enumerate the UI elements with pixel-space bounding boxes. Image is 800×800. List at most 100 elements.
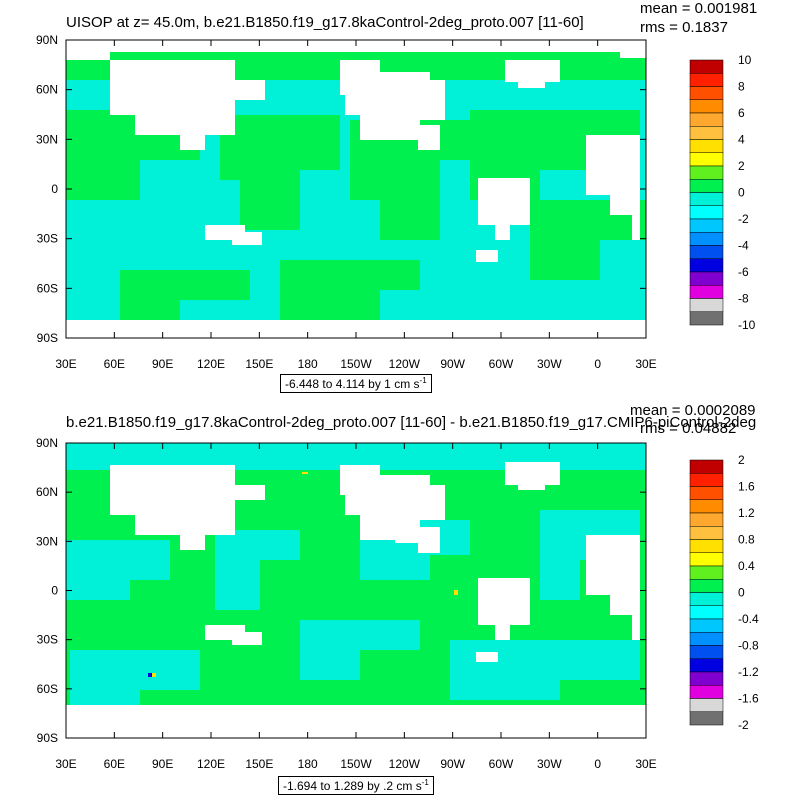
colorbar-label: -2 [738, 718, 749, 732]
colorbar-label: -1.6 [738, 692, 759, 706]
colorbar-label: 1.6 [738, 480, 755, 494]
region-green [530, 200, 646, 280]
colorbar-swatch [689, 552, 724, 567]
map-field [66, 443, 646, 738]
lon-label: 30W [537, 357, 562, 371]
map-axes: 90N 60N 30N 0 30S 60S 90S 30E 60E 90E 120E 150E 180 1… [36, 33, 657, 371]
colorbar-swatch [689, 698, 724, 712]
lon-label: 180 [298, 357, 318, 371]
lon-label: 0 [594, 357, 601, 371]
colorbar-swatch [689, 711, 724, 726]
colorbar-label: 1.2 [738, 506, 755, 520]
colorbar-label: -8 [738, 292, 749, 306]
colorbar-swatch [689, 645, 724, 659]
lon-label: 120E [197, 757, 225, 771]
lon-label: 0 [594, 757, 601, 771]
panel-title: b.e21.B1850.f19_g17.8kaControl-2deg_prot… [66, 414, 757, 431]
colorbar-label: -6 [738, 265, 749, 279]
colorbar-swatch [689, 459, 724, 474]
lat-label: 60N [36, 83, 58, 97]
lat-label: 0 [51, 182, 58, 196]
lon-label: 30E [635, 357, 656, 371]
colorbar-swatch [689, 499, 724, 514]
colorbar-label: -0.8 [738, 639, 759, 653]
lon-label: 30W [537, 757, 562, 771]
range-text: -6.448 to 4.114 by 1 cm s [285, 377, 420, 391]
land-arctic [620, 52, 646, 58]
colorbar-label: 0 [738, 186, 745, 200]
mean-label: mean = 0.001981 [640, 0, 758, 17]
lon-label: 90W [440, 357, 465, 371]
lat-label: 90S [37, 731, 58, 745]
contour-range-label: -6.448 to 4.114 by 1 cm s-1 [280, 374, 432, 393]
range-text: -1.694 to 1.289 by .2 cm s [283, 779, 422, 793]
region-green [470, 110, 640, 200]
region-cyan [215, 530, 300, 610]
colorbar-label: -4 [738, 239, 749, 253]
rms-label: rms = 0.1837 [640, 19, 728, 36]
range-unit-exponent: -1 [421, 778, 429, 787]
lat-label: 60S [37, 281, 58, 295]
mean-label: mean = 0.0002089 [630, 402, 756, 419]
range-unit-exponent: -1 [419, 376, 427, 385]
colorbar-swatch [689, 618, 724, 633]
land-patagonia [476, 652, 498, 662]
colorbar-label: 2 [738, 159, 745, 173]
colorbar-swatch [689, 512, 724, 527]
land-north-america [340, 465, 445, 540]
colorbar-swatch [689, 592, 724, 606]
land-arctic [66, 52, 110, 60]
anomaly-spot [302, 472, 308, 474]
land-central-america [395, 527, 440, 553]
colorbar: 10 8 6 4 2 0 -2 -4 -6 -8 -10 [689, 53, 756, 332]
colorbar-swatch [689, 671, 724, 686]
lat-label: 30N [36, 132, 58, 146]
colorbar-label: 10 [738, 53, 752, 67]
colorbar-label: -0.4 [738, 612, 759, 626]
colorbar-label: 0.8 [738, 533, 755, 547]
land-africa [586, 135, 640, 240]
lat-label: 90N [36, 33, 58, 47]
colorbar-label: 6 [738, 106, 745, 120]
lon-label: 150E [245, 357, 273, 371]
colorbar-swatch [689, 526, 724, 540]
lon-label: 120E [197, 357, 225, 371]
colorbar-label: 2 [738, 453, 745, 467]
lon-label: 90E [152, 757, 173, 771]
region-green [280, 260, 420, 320]
lat-label: 60S [37, 682, 58, 696]
lon-label: 30E [635, 757, 656, 771]
colorbar-swatch [689, 311, 724, 326]
lon-label: 180 [298, 757, 318, 771]
region-green [220, 115, 340, 230]
colorbar-swatch [689, 473, 724, 487]
colorbar-swatch [689, 486, 724, 500]
lat-label: 60N [36, 485, 58, 499]
region-cyan [70, 650, 200, 705]
lat-label: 30N [36, 534, 58, 548]
lat-label: 90S [37, 331, 58, 345]
colorbar-swatch [689, 658, 724, 673]
lat-label: 30S [37, 232, 58, 246]
region-cyan [66, 540, 170, 600]
lon-label: 90W [440, 757, 465, 771]
lon-label: 90E [152, 357, 173, 371]
colorbar-label: 8 [738, 80, 745, 94]
land-australia [205, 625, 262, 645]
colorbar-label: 0.4 [738, 559, 755, 573]
lon-label: 60E [104, 757, 125, 771]
colorbar-label: 4 [738, 133, 745, 147]
land-africa [586, 535, 640, 640]
land-australia [205, 225, 262, 245]
land-patagonia [476, 250, 498, 262]
contour-range-label: -1.694 to 1.289 by .2 cm s-1 [278, 776, 434, 795]
land-greenland [505, 462, 560, 490]
colorbar-swatch [689, 685, 724, 699]
anomaly-spot [148, 673, 152, 677]
land-greenland [505, 60, 560, 88]
lon-label: 120W [389, 357, 421, 371]
colorbar-label: -10 [738, 318, 756, 332]
colorbar: 2 1.6 1.2 0.8 0.4 0 -0.4 -0.8 -1.2 -1.6 -2 [689, 453, 759, 732]
